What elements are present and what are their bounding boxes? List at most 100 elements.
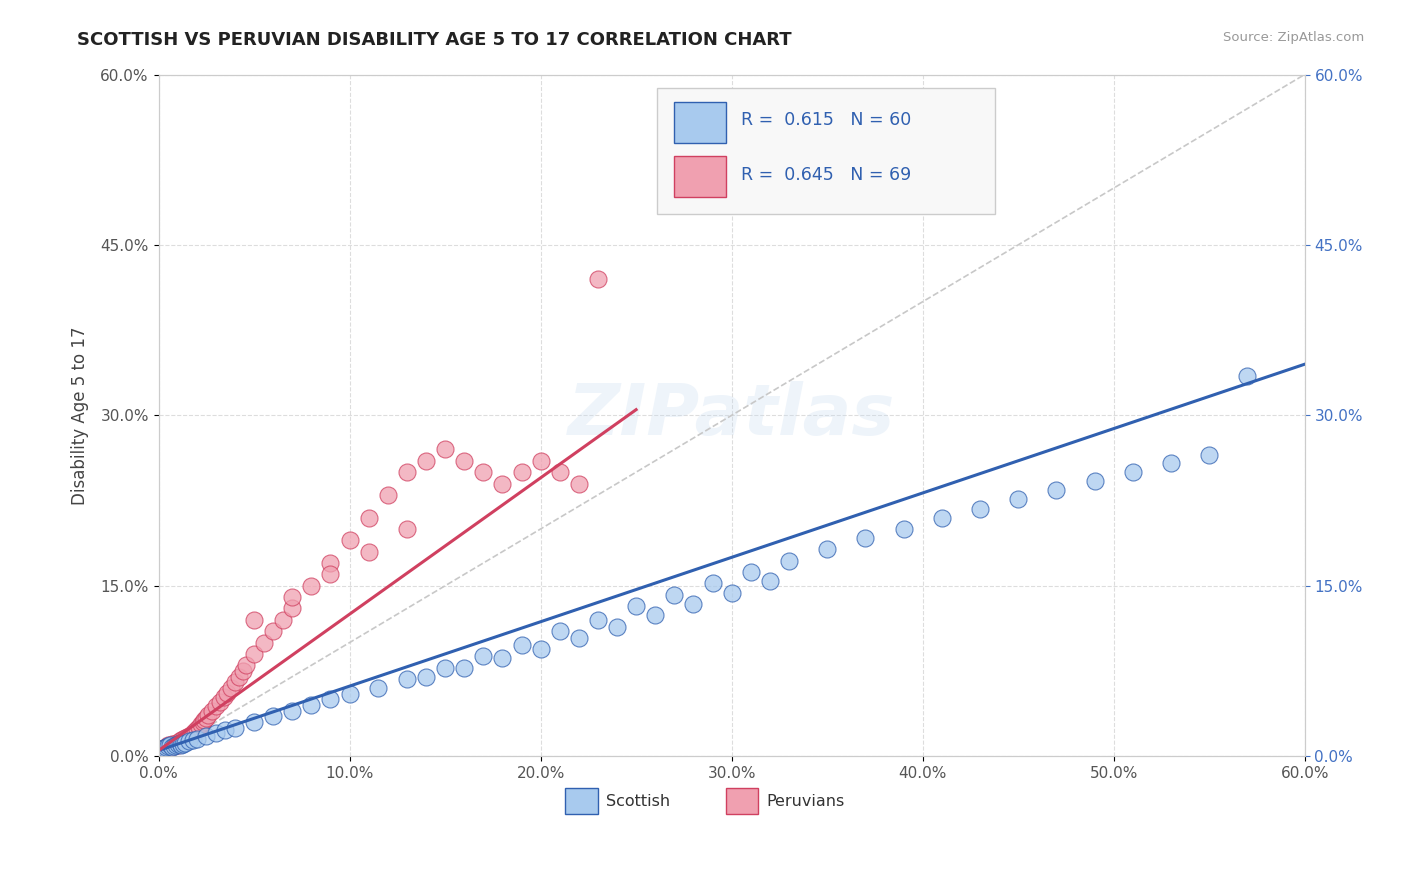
Point xyxy=(271,613,294,627)
Point xyxy=(299,698,322,712)
Point xyxy=(179,734,201,748)
Point xyxy=(153,741,176,756)
Point xyxy=(160,737,183,751)
Point xyxy=(243,715,266,730)
Point xyxy=(187,720,209,734)
Point xyxy=(243,613,266,627)
Point xyxy=(172,737,194,751)
Point xyxy=(172,732,194,747)
Point xyxy=(720,585,742,599)
Point xyxy=(702,576,724,591)
Point xyxy=(453,454,475,468)
Point xyxy=(160,740,183,755)
Point xyxy=(281,601,304,615)
Point xyxy=(195,729,218,743)
Point xyxy=(339,533,361,548)
Point xyxy=(217,685,239,699)
Point xyxy=(357,544,380,558)
Point xyxy=(395,522,418,536)
Point xyxy=(159,740,181,755)
FancyBboxPatch shape xyxy=(725,789,758,814)
Point xyxy=(281,704,304,718)
Point xyxy=(759,574,782,589)
Point xyxy=(568,476,591,491)
Point xyxy=(191,715,214,730)
Point xyxy=(815,542,838,557)
Point xyxy=(319,556,342,570)
Point xyxy=(510,465,533,479)
Point xyxy=(201,704,224,718)
Point xyxy=(395,672,418,686)
Point xyxy=(166,738,188,752)
Point xyxy=(969,501,991,516)
Point xyxy=(243,647,266,661)
Point xyxy=(1045,483,1067,498)
FancyBboxPatch shape xyxy=(675,156,725,197)
Point xyxy=(157,739,180,753)
Point xyxy=(219,681,242,695)
FancyBboxPatch shape xyxy=(657,88,995,214)
Point xyxy=(1236,368,1258,383)
Point xyxy=(319,567,342,582)
Point xyxy=(149,743,172,757)
Point xyxy=(184,724,207,739)
Point xyxy=(157,739,180,753)
Point xyxy=(472,649,495,664)
Point xyxy=(472,465,495,479)
Point xyxy=(159,738,181,752)
Point xyxy=(664,588,686,602)
Text: ZIPatlas: ZIPatlas xyxy=(568,381,896,450)
Point xyxy=(893,522,915,536)
Point xyxy=(1007,492,1029,507)
Point xyxy=(193,713,215,727)
Point xyxy=(214,723,236,737)
Text: Scottish: Scottish xyxy=(606,794,669,809)
Point xyxy=(377,488,399,502)
Point xyxy=(644,608,666,623)
Point xyxy=(281,590,304,604)
Point xyxy=(548,624,571,639)
Point xyxy=(174,731,197,745)
Point xyxy=(491,476,513,491)
Point xyxy=(159,739,181,753)
Point xyxy=(180,728,202,742)
Point xyxy=(568,631,591,645)
Text: SCOTTISH VS PERUVIAN DISABILITY AGE 5 TO 17 CORRELATION CHART: SCOTTISH VS PERUVIAN DISABILITY AGE 5 TO… xyxy=(77,31,792,49)
Point xyxy=(586,613,609,627)
Point xyxy=(179,729,201,743)
Point xyxy=(510,638,533,652)
Point xyxy=(491,651,513,665)
Point xyxy=(235,658,257,673)
Point xyxy=(169,734,191,748)
Point xyxy=(1160,456,1182,470)
Point xyxy=(155,740,177,755)
FancyBboxPatch shape xyxy=(675,102,725,143)
Point xyxy=(415,670,437,684)
Point xyxy=(165,737,187,751)
Point xyxy=(160,738,183,752)
Point xyxy=(169,735,191,749)
Point xyxy=(529,454,551,468)
Point xyxy=(224,721,246,735)
Point xyxy=(155,740,177,755)
Point xyxy=(299,579,322,593)
Point xyxy=(232,664,254,678)
Point xyxy=(169,735,191,749)
Point xyxy=(170,733,193,747)
Point xyxy=(453,660,475,674)
Point xyxy=(181,733,204,747)
Point xyxy=(262,709,284,723)
Point xyxy=(357,510,380,524)
Point xyxy=(624,599,647,614)
Point xyxy=(1198,448,1220,462)
Point xyxy=(253,635,276,649)
Point xyxy=(163,738,186,752)
Point xyxy=(224,675,246,690)
Point xyxy=(174,735,197,749)
Point xyxy=(208,695,231,709)
Point xyxy=(152,742,174,756)
Point xyxy=(415,454,437,468)
Text: Source: ZipAtlas.com: Source: ZipAtlas.com xyxy=(1223,31,1364,45)
Point xyxy=(186,722,208,736)
Point xyxy=(395,465,418,479)
